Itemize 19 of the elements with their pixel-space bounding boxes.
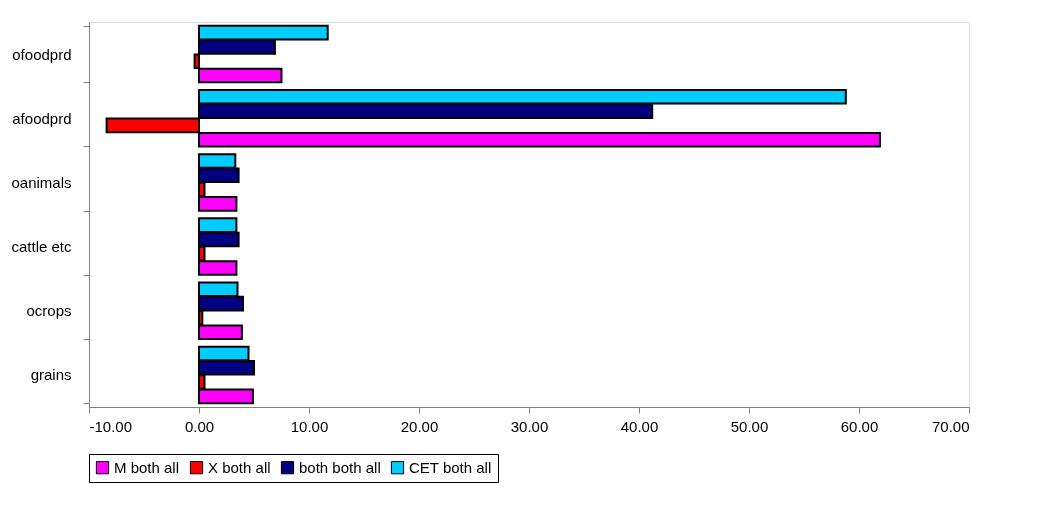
legend-label: CET both all bbox=[409, 458, 492, 476]
x-tick-label: 20.00 bbox=[400, 417, 439, 435]
x-tick-label: 30.00 bbox=[510, 417, 549, 435]
y-tick-label: ocrops bbox=[26, 302, 72, 320]
y-tick-label: afoodprd bbox=[12, 109, 72, 127]
y-tick-label: cattle etc bbox=[11, 238, 72, 256]
y-tick-label: oanimals bbox=[11, 173, 72, 191]
legend-label: both both all bbox=[299, 458, 381, 476]
x-tick-label: 70.00 bbox=[931, 417, 970, 435]
x-tick-label: -10.00 bbox=[89, 417, 133, 435]
y-tick-label: grains bbox=[30, 366, 72, 384]
legend-label: X both all bbox=[208, 458, 271, 476]
x-tick-label: 40.00 bbox=[620, 417, 659, 435]
legend-label: M both all bbox=[114, 458, 180, 476]
x-tick-label: 50.00 bbox=[730, 417, 769, 435]
x-tick-label: 60.00 bbox=[840, 417, 879, 435]
x-tick-label: 10.00 bbox=[290, 417, 329, 435]
x-tick-label: 0.00 bbox=[184, 417, 215, 435]
y-tick-label: ofoodprd bbox=[12, 45, 72, 63]
